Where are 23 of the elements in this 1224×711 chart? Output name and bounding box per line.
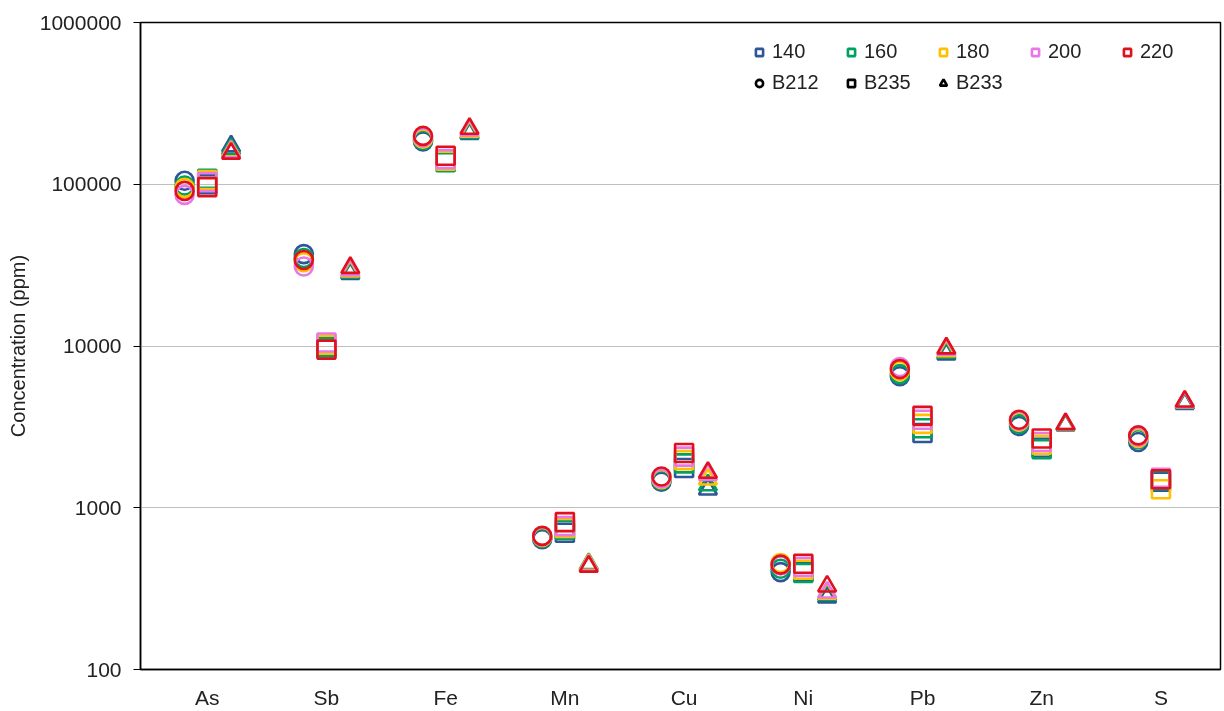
x-tick-label: Mn — [550, 685, 580, 709]
legend-label: 140 — [772, 40, 807, 63]
y-tick-label: 1000000 — [39, 10, 122, 34]
y-tick-label: 100 — [86, 657, 122, 681]
legend-label: 200 — [1048, 40, 1083, 63]
x-tick-label: Fe — [433, 685, 458, 709]
legend-label: 220 — [1140, 40, 1175, 63]
x-tick-label: Zn — [1029, 685, 1054, 709]
x-tick-label: Cu — [670, 685, 698, 709]
legend-label: B235 — [864, 71, 912, 94]
y-tick-label: 1000 — [74, 495, 122, 519]
legend-label: 180 — [956, 40, 991, 63]
x-tick-label: Pb — [909, 685, 936, 709]
x-tick-label: Sb — [313, 685, 340, 709]
y-axis-title: Concentration (ppm) — [6, 254, 29, 438]
x-tick-label: As — [195, 685, 220, 709]
y-tick-label: 10000 — [63, 334, 122, 357]
legend-label: B212 — [772, 71, 820, 94]
legend-label: B233 — [956, 71, 1004, 94]
y-tick-label: 100000 — [51, 172, 122, 196]
legend-label: 160 — [864, 40, 899, 63]
x-tick-label: S — [1153, 685, 1168, 709]
x-tick-label: Ni — [793, 685, 814, 709]
